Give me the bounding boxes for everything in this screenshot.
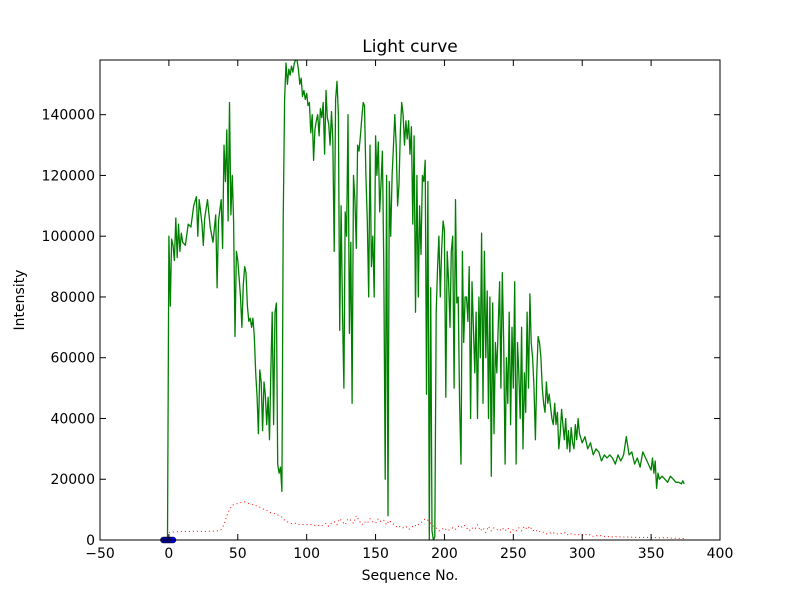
x-tick-label: 100: [293, 546, 320, 562]
plot-area: [160, 60, 685, 544]
y-tick-label: 120000: [42, 168, 95, 184]
y-tick-label: 60000: [50, 351, 95, 367]
y-tick-label: 80000: [50, 290, 95, 306]
y-tick-label: 100000: [42, 229, 95, 245]
x-tick-label: 200: [431, 546, 458, 562]
chart-title: Light curve: [362, 37, 457, 57]
y-tick-label: 0: [86, 533, 95, 549]
axis-ticks: −50 0 50 100 150 200 250 300 350 4000200004000060…: [42, 60, 734, 562]
solid-series-line: [166, 60, 685, 540]
y-tick-label: 20000: [50, 472, 95, 488]
x-tick-label: 250: [500, 546, 527, 562]
x-tick-label: 350: [638, 546, 665, 562]
x-tick-label: −50: [85, 546, 115, 562]
x-tick-label: 150: [362, 546, 389, 562]
y-axis-label: Intensity: [12, 270, 28, 331]
x-tick-label: 400: [707, 546, 734, 562]
x-tick-label: 50: [229, 546, 247, 562]
y-tick-label: 40000: [50, 411, 95, 427]
x-tick-label: 300: [569, 546, 596, 562]
x-tick-label: 0: [164, 546, 173, 562]
x-axis-label: Sequence No.: [362, 568, 459, 584]
plot-frame: [99, 59, 721, 541]
y-tick-label: 140000: [42, 108, 95, 124]
